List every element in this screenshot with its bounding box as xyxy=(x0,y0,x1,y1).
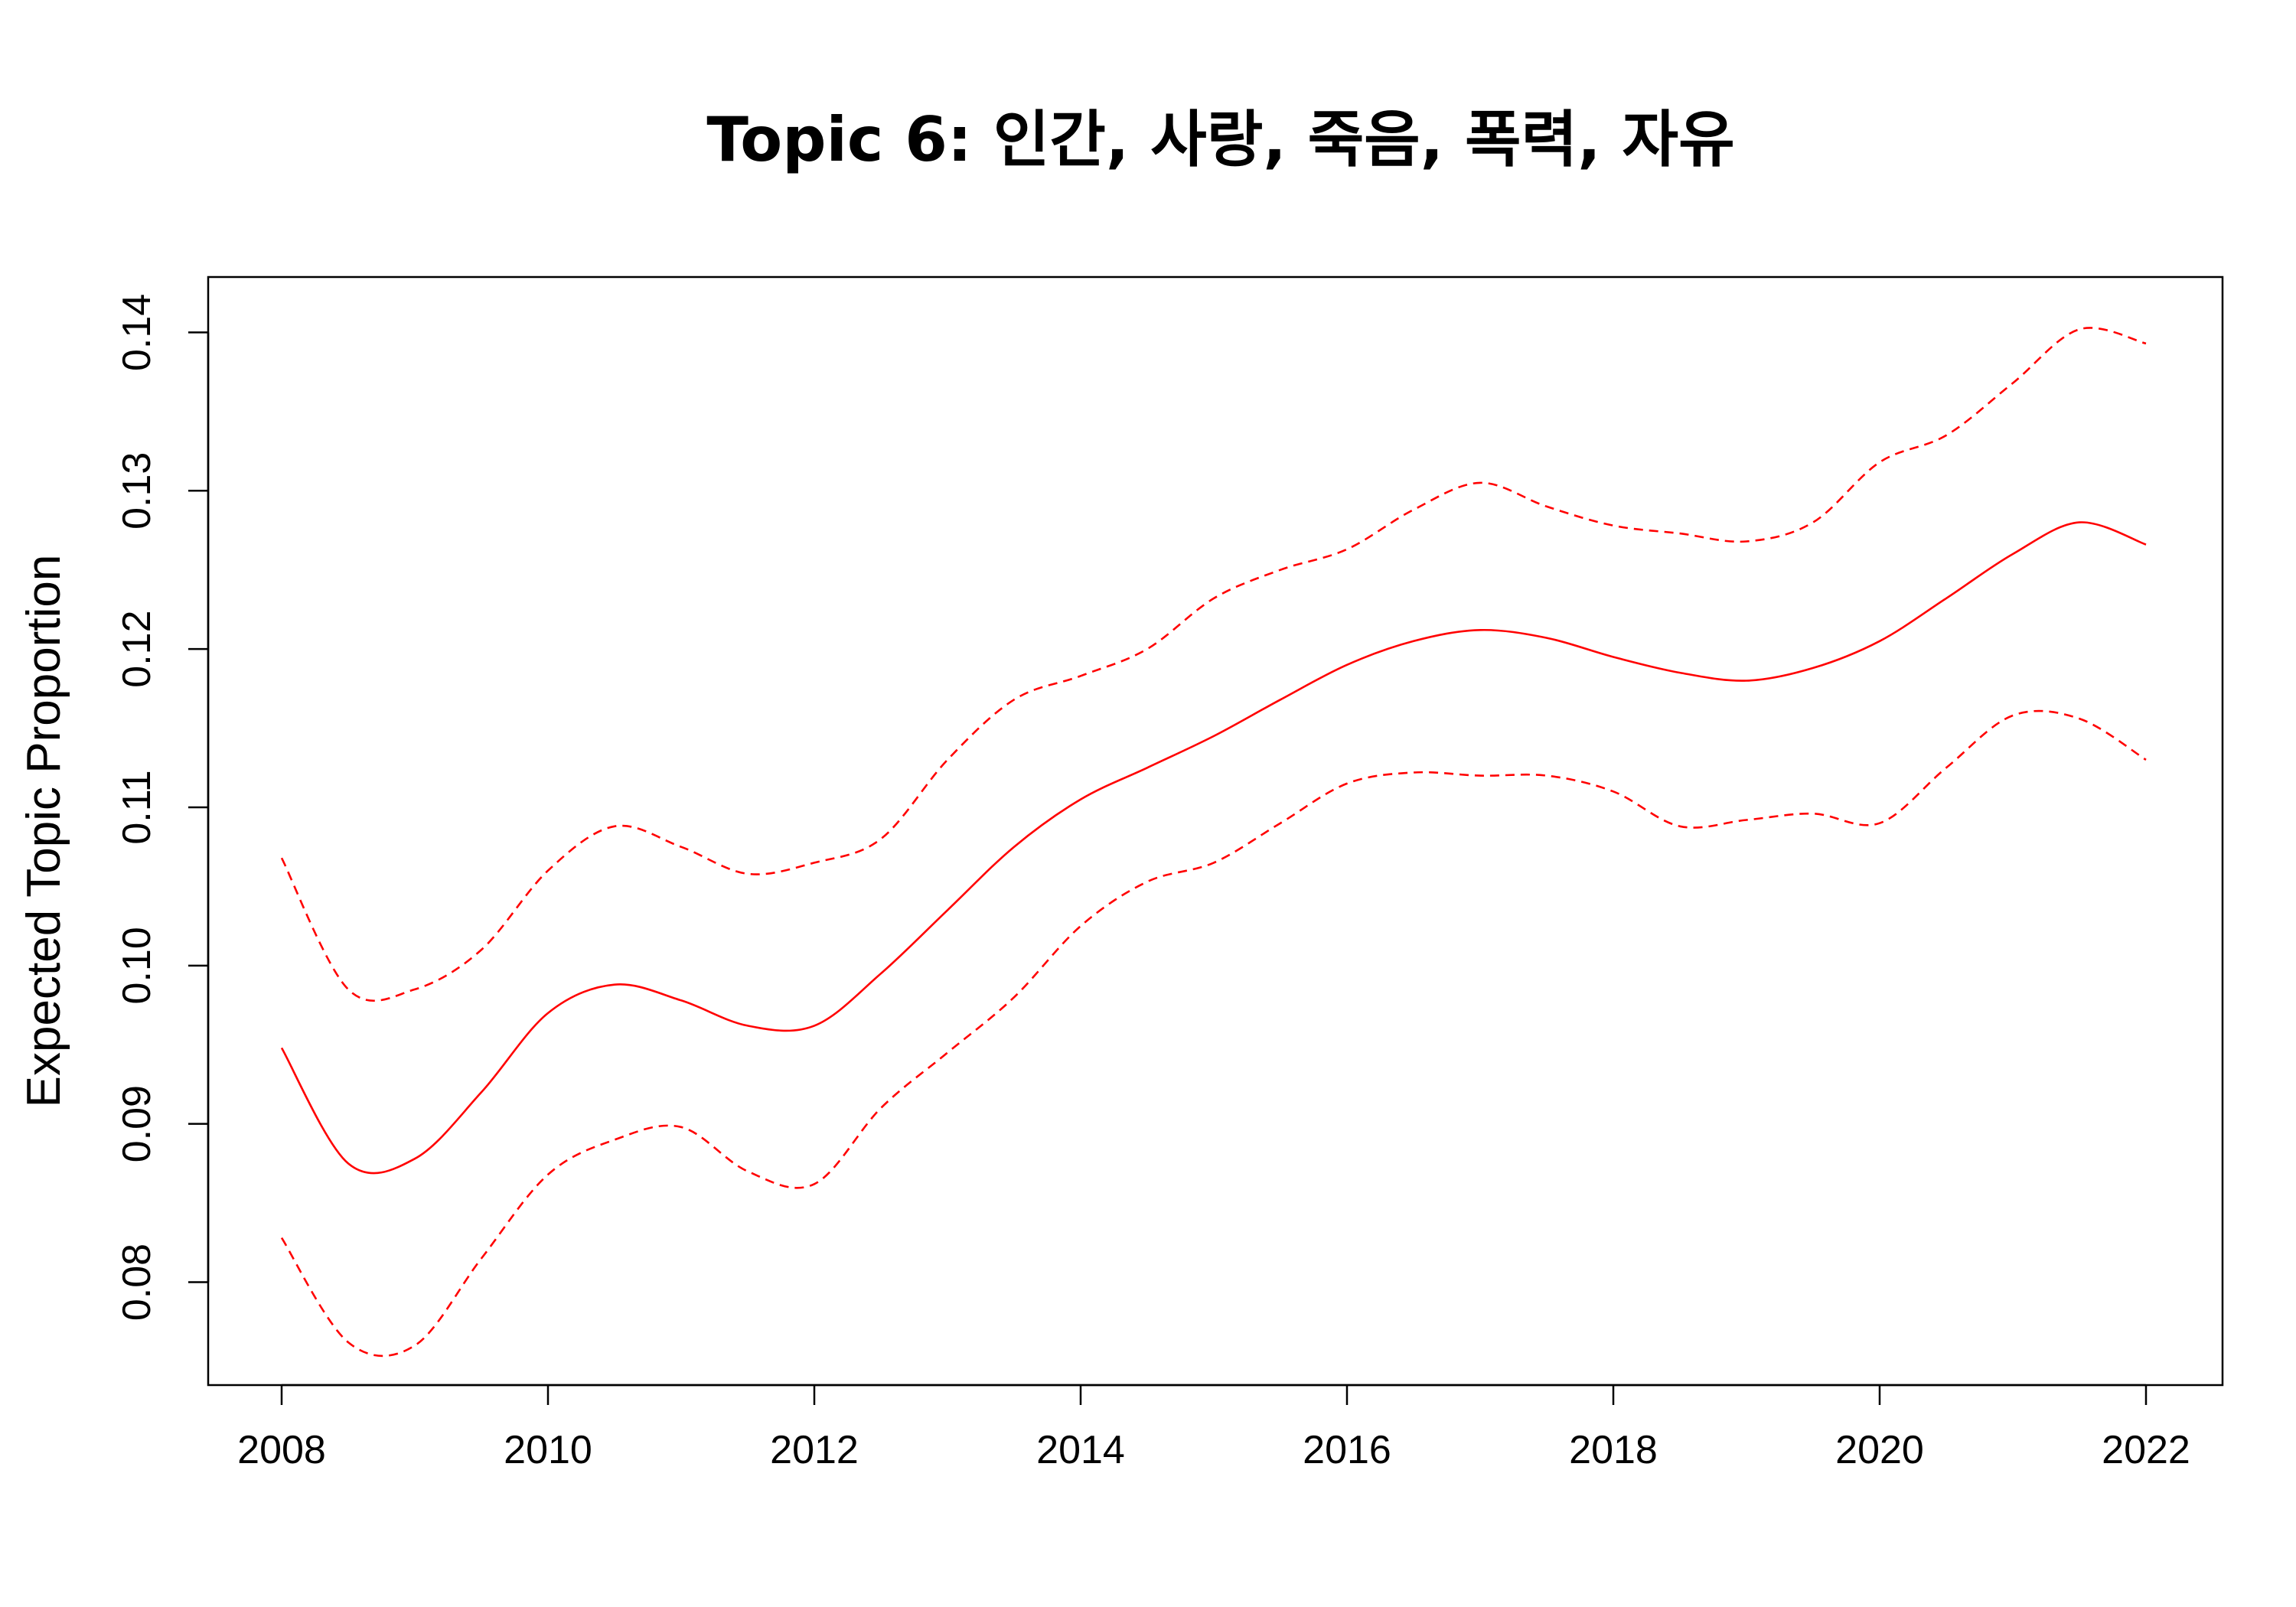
x-tick-label: 2018 xyxy=(1569,1428,1658,1472)
x-tick-label: 2010 xyxy=(504,1428,592,1472)
x-tick-label: 2008 xyxy=(237,1428,326,1472)
y-tick-label: 0.13 xyxy=(115,452,159,530)
y-axis: 0.08 0.09 0.10 0.11 0.12 0.13 0.14 xyxy=(115,294,210,1321)
fitted-line xyxy=(280,521,2147,1175)
x-tick-label: 2012 xyxy=(770,1428,859,1472)
x-tick-label: 2016 xyxy=(1303,1428,1391,1472)
upper-ci-line xyxy=(280,327,2147,1002)
y-tick-label: 0.12 xyxy=(115,611,159,688)
y-tick-label: 0.14 xyxy=(115,294,159,371)
x-tick-label: 2014 xyxy=(1036,1428,1125,1472)
x-axis: 2008 2010 2012 2014 2016 2018 2020 2022 xyxy=(237,1384,2190,1472)
y-tick-label: 0.10 xyxy=(115,927,159,1004)
x-tick-label: 2022 xyxy=(2102,1428,2190,1472)
y-axis-label: Expected Topic Proportion xyxy=(18,555,70,1108)
lower-ci-line xyxy=(280,709,2147,1358)
x-tick-label: 2020 xyxy=(1835,1428,1924,1472)
y-tick-label: 0.11 xyxy=(115,770,159,844)
y-tick-label: 0.09 xyxy=(115,1085,159,1162)
chart-title: Topic 6: 인간, 사랑, 죽음, 폭력, 자유 xyxy=(706,104,1734,175)
y-tick-label: 0.08 xyxy=(115,1244,159,1321)
series-group xyxy=(280,327,2147,1358)
